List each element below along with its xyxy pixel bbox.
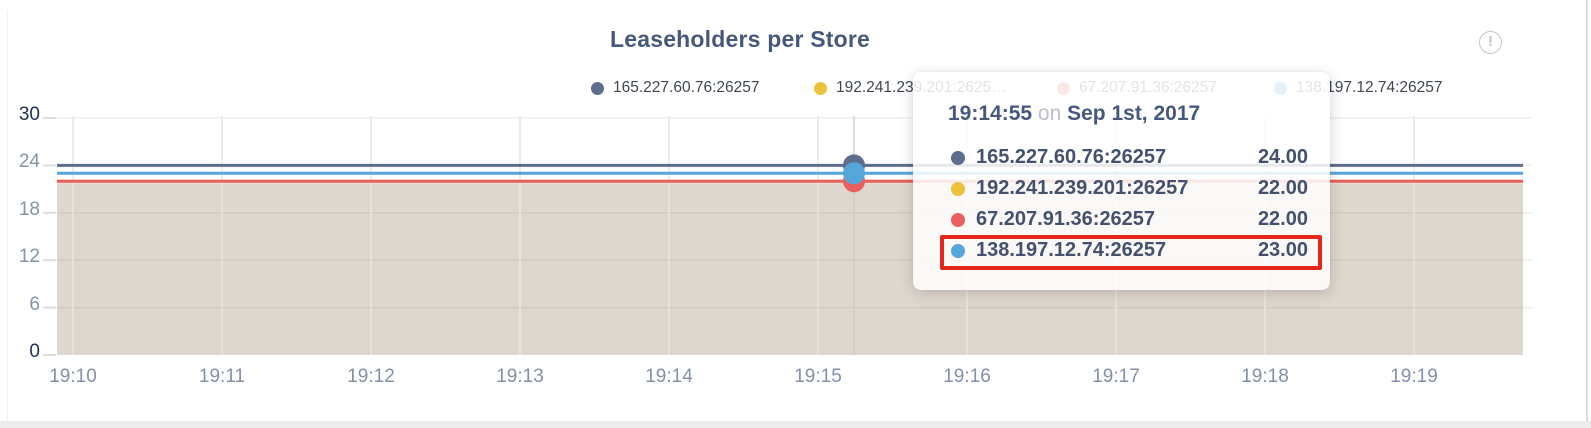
x-tick-label: 19:16 [943, 366, 991, 387]
y-tick-label: 24 [18, 151, 40, 172]
chart-title: Leaseholders per Store [609, 26, 871, 52]
legend-label: 138.197.12.74:26257 [1296, 79, 1443, 96]
series-value: 22.00 [1257, 177, 1308, 199]
tooltip-on-word: on [1037, 102, 1062, 125]
tooltip-timestamp: 19:14:55 on Sep 1st, 2017 [948, 102, 1200, 126]
panel-right-border [1586, 0, 1588, 422]
x-tick-label: 19:18 [1241, 366, 1289, 387]
tooltip-row-3: 138.197.12.74:26257 23.00 [913, 235, 1330, 266]
y-tick-label: 18 [18, 199, 40, 220]
x-tick-label: 19:17 [1092, 366, 1140, 387]
x-tick-label: 19:13 [496, 366, 544, 387]
series-value: 24.00 [1257, 146, 1308, 168]
series-name: 67.207.91.36:26257 [976, 208, 1156, 230]
series-name: 138.197.12.74:26257 [976, 239, 1167, 261]
x-tick-label: 19:14 [645, 366, 693, 387]
x-tick-label: 19:19 [1390, 366, 1438, 387]
legend: 165.227.60.76:26257 192.241.239.201:2625… [0, 79, 1591, 99]
legend-dot-icon [591, 81, 604, 95]
y-tick-label: 0 [29, 341, 40, 362]
series-name: 165.227.60.76:26257 [976, 146, 1167, 168]
y-tick-label: 30 [18, 104, 40, 125]
tooltip-time: 19:14:55 [948, 102, 1033, 125]
tooltip-date: Sep 1st, 2017 [1067, 102, 1201, 125]
tooltip-row-0: 165.227.60.76:26257 24.00 [913, 142, 1330, 173]
series-dot-icon [951, 243, 965, 258]
exclamation-glyph: ! [1488, 33, 1493, 50]
tooltip-row-2: 67.207.91.36:26257 22.00 [913, 204, 1330, 235]
series-dot-icon [951, 181, 965, 196]
series-name: 192.241.239.201:26257 [976, 177, 1189, 199]
info-icon[interactable]: ! [1479, 31, 1502, 54]
tooltip-row-1: 192.241.239.201:26257 22.00 [913, 173, 1330, 204]
hover-tooltip: 19:14:55 on Sep 1st, 2017 165.227.60.76:… [913, 72, 1330, 290]
series-dot-icon [951, 150, 965, 165]
series-dot-icon [951, 212, 965, 227]
x-tick-label: 19:11 [198, 366, 246, 387]
series-value: 23.00 [1257, 239, 1308, 261]
panel-bottom-edge [0, 421, 1591, 428]
panel-left-border [7, 10, 8, 428]
legend-item-0[interactable]: 165.227.60.76:26257 [591, 79, 760, 97]
tooltip-rows: 165.227.60.76:26257 24.00 192.241.239.20… [913, 142, 1330, 266]
legend-dot-icon [814, 81, 827, 95]
y-tick-label: 12 [18, 246, 40, 267]
x-tick-label: 19:12 [347, 366, 395, 387]
y-tick-label: 6 [29, 294, 40, 315]
x-tick-label: 19:10 [49, 366, 97, 387]
legend-label: 165.227.60.76:26257 [613, 79, 760, 96]
series-value: 22.00 [1257, 208, 1308, 230]
x-tick-label: 19:15 [794, 366, 842, 387]
